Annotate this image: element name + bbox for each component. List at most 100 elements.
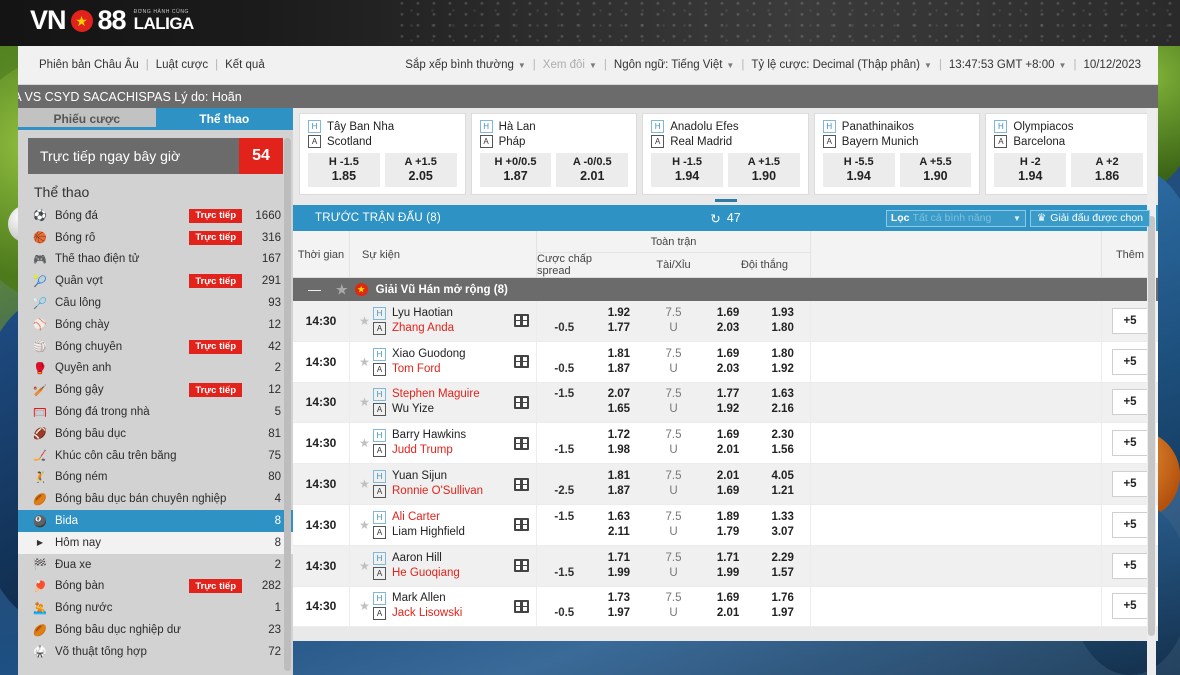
more-markets-button[interactable]: +5	[1112, 348, 1148, 375]
sidebar-item-14[interactable]: 🎱 Bida 8	[18, 510, 293, 532]
total-odd-under[interactable]: 1.79	[716, 525, 740, 538]
spread-odd-away[interactable]: 1.77	[607, 321, 631, 334]
table-row[interactable]: 14:30 ★ H Aaron Hill A He Guoqiang -1.5 1.71 1.9…	[293, 545, 1158, 587]
total-odd-over[interactable]: 1.77	[716, 388, 740, 401]
spread-odds[interactable]: 1.72 1.98	[592, 428, 647, 458]
table-row[interactable]: 14:30 ★ H Xiao Guodong A Tom Ford -0.5 1.81 1.87…	[293, 341, 1158, 383]
total-odds[interactable]: 1.69 2.03	[701, 306, 756, 336]
row-event[interactable]: ★ H Mark Allen A Jack Lisowski	[350, 586, 537, 627]
spread-odds[interactable]: 1.73 1.97	[592, 591, 647, 621]
spread-odds[interactable]: 1.92 1.77	[592, 306, 647, 336]
spread-odd-home[interactable]: 1.81	[607, 470, 631, 483]
spread-odd-home[interactable]: 1.73	[607, 592, 631, 605]
live-stream-icon[interactable]	[514, 355, 529, 369]
winner-odd-home[interactable]: 1.33	[771, 510, 794, 523]
table-row[interactable]: 14:30 ★ H Mark Allen A Jack Lisowski -0.5 1.73 1…	[293, 586, 1158, 628]
winner-odds[interactable]: 2.30 1.56	[755, 428, 810, 458]
total-odd-under[interactable]: 1.69	[716, 485, 740, 498]
more-markets-button[interactable]: +5	[1112, 593, 1148, 620]
language-selector[interactable]: Ngôn ngữ: Tiếng Việt ▼	[607, 59, 741, 71]
sidebar-item-12[interactable]: 🤾 Bóng ném 80	[18, 467, 293, 489]
live-stream-icon[interactable]	[514, 559, 529, 573]
live-stream-icon[interactable]	[514, 599, 529, 613]
live-stream-icon[interactable]	[514, 477, 529, 491]
live-now-banner[interactable]: Trực tiếp ngay bây giờ 54	[28, 138, 283, 174]
link-results[interactable]: Kết quả	[225, 59, 265, 71]
odds-button[interactable]: A +5.5 1.90	[899, 153, 972, 187]
odds-button[interactable]: A +2 1.86	[1071, 153, 1143, 187]
tab-sports[interactable]: Thể thao	[155, 108, 293, 130]
live-stream-icon[interactable]	[514, 395, 529, 409]
live-stream-icon[interactable]	[514, 518, 529, 532]
winner-odd-home[interactable]: 1.80	[771, 347, 794, 360]
sidebar-item-3[interactable]: 🎾 Quần vợt Trực tiếp 291	[18, 270, 293, 292]
winner-odd-home[interactable]: 4.05	[771, 470, 794, 483]
spread-odd-away[interactable]: 2.11	[608, 525, 630, 538]
odds-button[interactable]: A +1.5 1.90	[727, 153, 800, 187]
sidebar-scrollbar[interactable]	[284, 138, 291, 671]
spread-odd-home[interactable]: 1.63	[607, 510, 631, 523]
total-odd-over[interactable]: 1.89	[716, 510, 740, 523]
live-stream-icon[interactable]	[514, 314, 529, 328]
more-markets-button[interactable]: +5	[1112, 430, 1148, 457]
total-odds[interactable]: 1.89 1.79	[701, 510, 756, 540]
table-row[interactable]: 14:30 ★ H Stephen Maguire A Wu Yize -1.5 2.07 1.…	[293, 382, 1158, 424]
favorite-star-icon[interactable]: ★	[359, 558, 370, 573]
table-row[interactable]: 14:30 ★ H Yuan Sijun A Ronnie O'Sullivan -2.5 1…	[293, 464, 1158, 505]
table-row[interactable]: 14:30 ★ H Barry Hawkins A Judd Trump -1.5 1.72 1…	[293, 423, 1158, 465]
row-event[interactable]: ★ H Aaron Hill A He Guoqiang	[350, 545, 537, 586]
sidebar-item-1[interactable]: 🏀 Bóng rổ Trực tiếp 316	[18, 227, 293, 249]
spread-odd-away[interactable]: 1.98	[607, 444, 631, 457]
spread-odd-home[interactable]: 1.72	[607, 429, 631, 442]
featured-card[interactable]: H Hà Lan A Pháp H +0/0.5 1.87 A -0/0.5 2.01	[470, 113, 638, 195]
total-odd-under[interactable]: 2.03	[716, 321, 740, 334]
refresh-icon[interactable]: ↻	[710, 211, 721, 226]
odds-button[interactable]: H -1.5 1.85	[308, 153, 380, 187]
spread-odd-home[interactable]: 1.92	[607, 306, 631, 319]
sidebar-item-17[interactable]: 🏓 Bóng bàn Trực tiếp 282	[18, 576, 293, 598]
odds-button[interactable]: H -5.5 1.94	[822, 153, 895, 187]
total-odd-under[interactable]: 1.92	[716, 403, 740, 416]
favorite-star-icon[interactable]: ★	[359, 599, 370, 614]
main-scrollbar[interactable]	[1147, 108, 1156, 675]
sidebar-item-6[interactable]: 🏐 Bóng chuyền Trực tiếp 42	[18, 336, 293, 358]
sidebar-item-8[interactable]: 🏏 Bóng gậy Trực tiếp 12	[18, 379, 293, 401]
sidebar-item-20[interactable]: 🥋 Võ thuật tổng hợp 72	[18, 641, 293, 663]
spread-odd-away[interactable]: 1.99	[607, 566, 631, 579]
total-odd-under[interactable]: 2.01	[716, 444, 740, 457]
spread-odds[interactable]: 1.71 1.99	[592, 551, 647, 581]
winner-odd-away[interactable]: 1.56	[771, 444, 794, 457]
spread-odds[interactable]: 1.63 2.11	[592, 510, 647, 540]
odds-button[interactable]: A +1.5 2.05	[384, 153, 457, 187]
winner-odd-away[interactable]: 1.92	[771, 362, 794, 375]
total-odd-under[interactable]: 1.99	[716, 566, 740, 579]
row-event[interactable]: ★ H Lyu Haotian A Zhang Anda	[350, 301, 537, 341]
winner-odd-away[interactable]: 2.16	[771, 403, 794, 416]
spread-odds[interactable]: 1.81 1.87	[592, 469, 647, 499]
tab-bet-slip[interactable]: Phiếu cược	[18, 108, 156, 130]
winner-odd-away[interactable]: 1.57	[771, 566, 794, 579]
sidebar-item-4[interactable]: 🏸 Cầu lông 93	[18, 292, 293, 314]
site-logo[interactable]: VN 88 ĐƠNG HÀNH CÙNG LALIGA	[30, 5, 194, 36]
featured-card[interactable]: H Tây Ban Nha A Scotland H -1.5 1.85 A +1.5 2.0…	[299, 113, 466, 195]
collapse-icon[interactable]: —	[308, 282, 321, 297]
total-odds[interactable]: 1.69 2.01	[701, 428, 756, 458]
winner-odd-away[interactable]: 3.07	[771, 525, 794, 538]
total-odd-over[interactable]: 1.69	[716, 306, 740, 319]
winner-odd-away[interactable]: 1.97	[771, 607, 794, 620]
winner-odd-away[interactable]: 1.21	[771, 485, 794, 498]
total-odds[interactable]: 1.69 2.01	[701, 591, 756, 621]
sidebar-item-0[interactable]: ⚽ Bóng đá Trực tiếp 1660	[18, 205, 293, 227]
winner-odds[interactable]: 1.76 1.97	[755, 591, 810, 621]
row-event[interactable]: ★ H Ali Carter A Liam Highfield	[350, 504, 537, 545]
more-markets-button[interactable]: +5	[1112, 552, 1148, 579]
winner-odds[interactable]: 1.33 3.07	[755, 510, 810, 540]
table-row[interactable]: 14:30 ★ H Ali Carter A Liam Highfield -1.5 1.63…	[293, 504, 1158, 546]
link-betting-rules[interactable]: Luật cược	[155, 59, 209, 71]
winner-odd-home[interactable]: 2.30	[771, 429, 794, 442]
scrollbar-thumb[interactable]	[1148, 216, 1155, 636]
total-odd-over[interactable]: 2.01	[716, 470, 740, 483]
total-odd-under[interactable]: 2.01	[716, 607, 740, 620]
spread-odds[interactable]: 2.07 1.65	[592, 387, 647, 417]
favorite-star-icon[interactable]: ★	[359, 313, 370, 328]
